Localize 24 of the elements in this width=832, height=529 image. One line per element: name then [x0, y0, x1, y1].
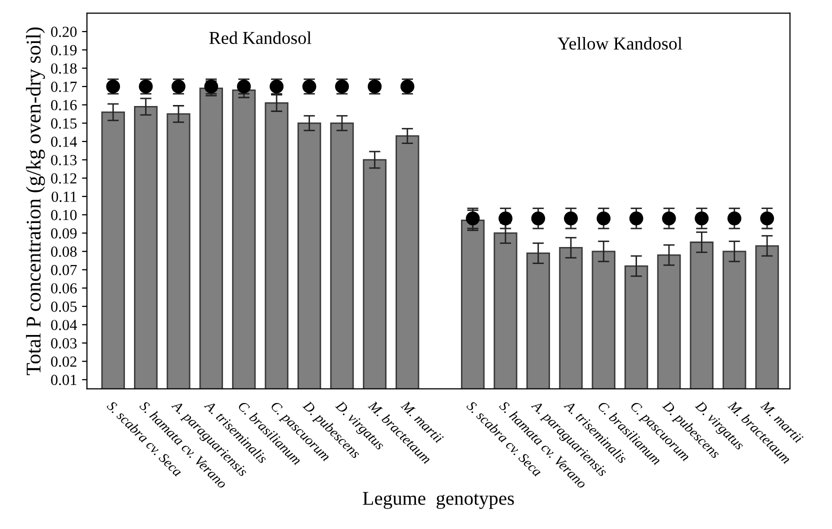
y-tick-label: 0.10 — [51, 210, 77, 220]
y-tick-label: 0.13 — [51, 154, 77, 166]
y-axis-title: Total P concentration (g/kg oven-dry soil) — [26, 27, 45, 376]
annotation: Red Kandosol — [209, 31, 312, 44]
y-tick-label: 0.11 — [52, 192, 76, 202]
y-tick-label: 0.07 — [51, 264, 77, 276]
y-tick-label: 0.20 — [51, 26, 77, 38]
y-tick-label: 0.04 — [51, 320, 77, 330]
x-axis-title: Legume genotypes — [362, 492, 514, 509]
y-tick-label: 0.02 — [51, 356, 76, 367]
y-tick-label: 0.14 — [51, 136, 77, 147]
y-tick-label: 0.19 — [51, 45, 77, 56]
y-tick-label: 0.09 — [51, 228, 77, 239]
y-tick-label: 0.15 — [51, 118, 77, 129]
y-tick-label: 0.18 — [51, 63, 77, 74]
annotation: Yellow Kandosol — [558, 36, 682, 50]
y-tick-label: 0.17 — [51, 82, 77, 92]
y-tick-label: 0.05 — [51, 302, 77, 312]
y-tick-label: 0.06 — [51, 283, 77, 294]
y-tick-label: 0.01 — [51, 374, 76, 386]
y-tick-label: 0.08 — [51, 246, 77, 257]
y-tick-label: 0.12 — [51, 173, 76, 184]
y-tick-label: 0.16 — [51, 100, 77, 110]
y-tick-label: 0.03 — [51, 338, 77, 349]
